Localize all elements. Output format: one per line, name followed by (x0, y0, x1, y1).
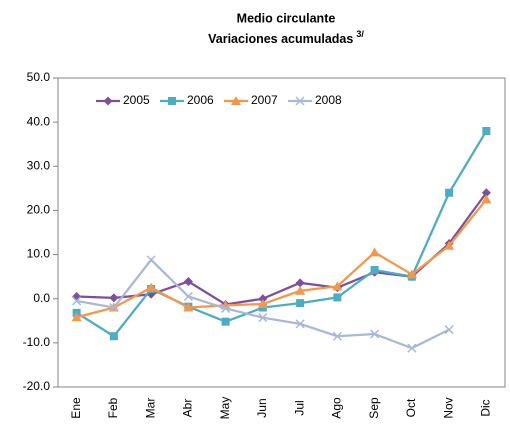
marker (71, 312, 82, 322)
marker-stroke (183, 291, 193, 302)
x-tick-label: Feb (106, 397, 120, 418)
legend-label: 2008 (315, 93, 342, 107)
marker-stroke (109, 303, 119, 313)
marker (221, 317, 230, 326)
marker (146, 255, 156, 265)
marker (444, 325, 454, 335)
marker (257, 299, 268, 309)
marker-stroke (444, 325, 454, 335)
marker (370, 266, 379, 275)
marker-stroke (146, 255, 156, 265)
chart-subtitle: Variaciones acumuladas (208, 32, 353, 46)
y-tick-label: 20.0 (27, 203, 51, 217)
legend-label: 2007 (251, 93, 278, 107)
legend: 2005 2006 2007 2008 (96, 93, 342, 107)
marker-stroke (295, 319, 305, 329)
marker (72, 296, 82, 306)
x-tick-label: Ago (330, 397, 344, 419)
marker (370, 329, 380, 339)
marker (72, 292, 82, 302)
x-tick-label: Sep (367, 397, 381, 419)
y-tick-label: 0.0 (33, 291, 50, 305)
marker (295, 278, 305, 288)
marker (295, 285, 306, 295)
marker (369, 247, 380, 257)
marker (183, 276, 193, 286)
x-tick-label: Nov (441, 397, 455, 418)
marker (221, 303, 231, 313)
x-tick-label: Dic (479, 399, 493, 416)
marker (109, 332, 118, 341)
y-tick-label: -20.0 (23, 379, 51, 393)
chart-title: Medio circulante (237, 11, 336, 25)
x-tick-label: Mar (143, 398, 157, 419)
plot-area (57, 77, 506, 388)
marker (146, 282, 157, 292)
marker-stroke (221, 303, 231, 313)
y-tick-label: 50.0 (27, 70, 51, 84)
marker (109, 303, 119, 313)
x-tick-label: Jul (292, 400, 306, 415)
x-tick-label: Jun (255, 398, 269, 417)
x-tick-label: May (218, 397, 232, 420)
marker (258, 294, 268, 304)
marker (295, 96, 305, 106)
subtitle-note: 3/ (356, 29, 364, 39)
marker (231, 96, 241, 105)
marker-stroke (258, 313, 268, 323)
marker (109, 293, 119, 303)
marker (332, 281, 343, 291)
marker (296, 299, 305, 308)
marker (444, 240, 455, 250)
marker-stroke (332, 331, 342, 341)
legend-label: 2006 (187, 93, 214, 107)
y-tick-label: -10.0 (23, 335, 51, 349)
series-line (76, 192, 488, 306)
marker (168, 97, 176, 105)
marker (333, 293, 342, 302)
chart-subtitle-line: Variaciones acumuladas 3/ (208, 29, 364, 46)
y-tick-label: 30.0 (27, 158, 51, 172)
series-line (76, 130, 488, 338)
x-tick-label: Abr (181, 399, 195, 418)
series-line (76, 198, 488, 319)
x-tick-label: Oct (404, 398, 418, 417)
marker-stroke (407, 343, 417, 353)
legend-label: 2005 (123, 93, 150, 107)
y-tick-label: 10.0 (27, 247, 51, 261)
marker (482, 126, 491, 135)
marker (445, 188, 454, 197)
marker (295, 319, 305, 329)
marker (481, 188, 491, 198)
marker (332, 331, 342, 341)
marker (103, 96, 113, 106)
x-tick-label: Ene (69, 397, 83, 419)
marker (258, 313, 268, 323)
marker-stroke (72, 296, 82, 306)
marker (481, 194, 492, 204)
y-tick-label: 40.0 (27, 114, 51, 128)
marker (406, 269, 417, 279)
marker (407, 343, 417, 353)
marker-stroke (295, 96, 305, 106)
marker-stroke (370, 329, 380, 339)
marker (183, 291, 193, 302)
marker (183, 302, 194, 312)
